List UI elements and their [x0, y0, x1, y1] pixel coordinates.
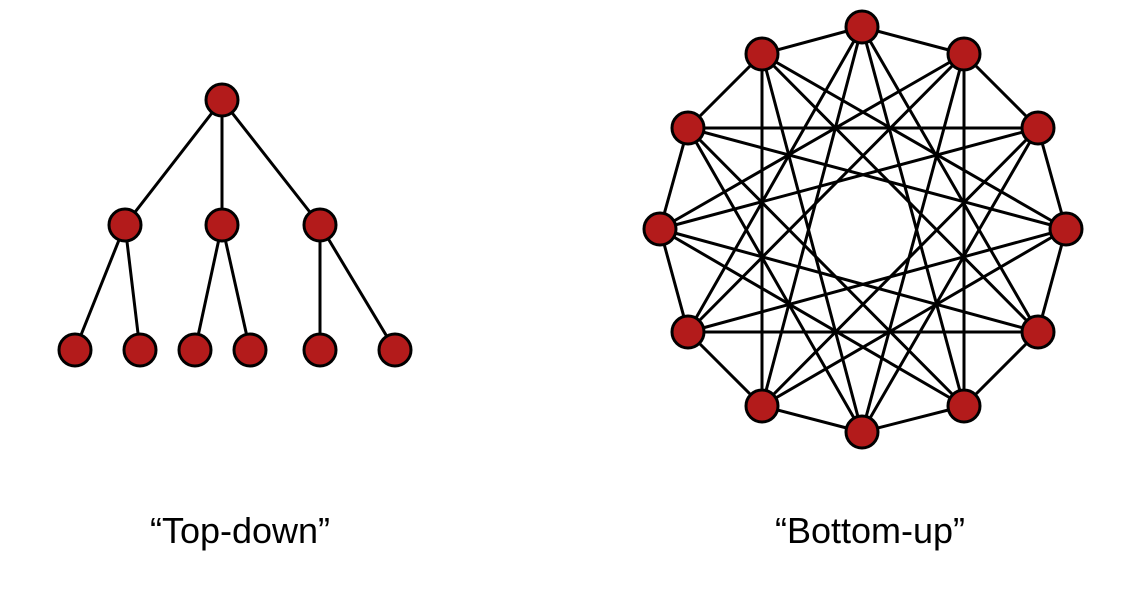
node [109, 209, 141, 241]
edge [762, 54, 1066, 229]
tree-caption: “Top-down” [90, 510, 390, 552]
node [948, 38, 980, 70]
edge [222, 100, 320, 225]
node [379, 334, 411, 366]
edge [222, 225, 250, 350]
node [304, 209, 336, 241]
node [672, 112, 704, 144]
diagram-container: “Top-down” “Bottom-up” [0, 0, 1138, 589]
node [234, 334, 266, 366]
edge [125, 100, 222, 225]
edge [660, 229, 964, 406]
edge [125, 225, 140, 350]
diagram-svg [0, 0, 1138, 589]
edge [660, 54, 964, 229]
node [124, 334, 156, 366]
node [746, 38, 778, 70]
node [179, 334, 211, 366]
node [304, 334, 336, 366]
node [206, 84, 238, 116]
edge [195, 225, 222, 350]
node [746, 390, 778, 422]
node [1050, 213, 1082, 245]
nodes-layer [59, 11, 1082, 448]
network-caption: “Bottom-up” [720, 510, 1020, 552]
node [206, 209, 238, 241]
edge [320, 225, 395, 350]
node [644, 213, 676, 245]
edge [688, 128, 862, 432]
node [1022, 112, 1054, 144]
node [846, 11, 878, 43]
edge [688, 27, 862, 332]
node [948, 390, 980, 422]
node [672, 316, 704, 348]
node [59, 334, 91, 366]
edge [762, 229, 1066, 406]
edge [75, 225, 125, 350]
node [846, 416, 878, 448]
node [1022, 316, 1054, 348]
